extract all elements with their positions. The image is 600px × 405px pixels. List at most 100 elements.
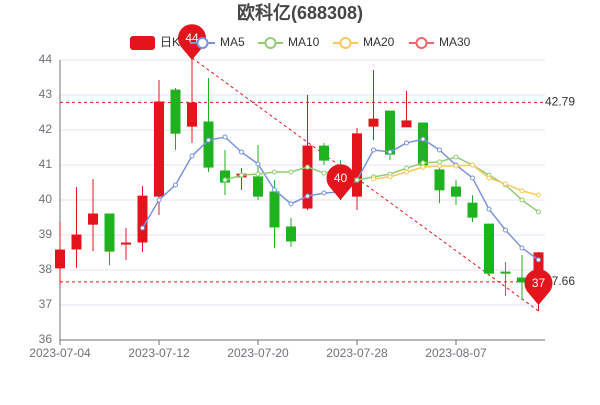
candle-body — [286, 226, 296, 242]
candle-body — [170, 89, 181, 134]
ma-point — [371, 147, 376, 153]
reference-label: 42.79 — [545, 95, 575, 109]
candle-body — [55, 249, 65, 269]
ma-point — [437, 159, 442, 165]
ma-point — [321, 190, 327, 196]
candle-body — [104, 213, 115, 252]
ma-point — [387, 174, 393, 180]
ma-point — [354, 177, 360, 183]
ma-point — [536, 209, 541, 215]
legend-swatch — [415, 37, 428, 49]
y-tick-label: 36 — [39, 332, 53, 346]
candle-body — [137, 195, 148, 243]
y-tick-label: 41 — [39, 157, 53, 171]
ma-point — [453, 154, 459, 160]
ma-point — [420, 160, 426, 166]
candle-body — [385, 110, 395, 155]
ma-point — [255, 171, 261, 177]
ma-point — [222, 177, 228, 183]
legend-label: 日K — [160, 35, 180, 49]
ma-point — [437, 147, 442, 153]
pin-label: 40 — [334, 171, 348, 185]
ma-point — [519, 197, 525, 203]
ma-point — [387, 149, 393, 155]
candle-body — [121, 242, 131, 245]
ma-point — [404, 169, 409, 175]
legend-swatch — [339, 37, 352, 49]
candle-body — [88, 213, 98, 225]
legend-swatch — [196, 37, 209, 49]
ma-point — [173, 182, 178, 188]
candle-body — [71, 234, 82, 250]
ma-point — [536, 192, 541, 198]
ma-point — [420, 164, 426, 170]
pin-label: 44 — [185, 31, 199, 45]
candle-body — [484, 223, 494, 274]
ma-point — [437, 163, 442, 169]
ma-point — [503, 227, 508, 233]
x-tick-label: 2023-07-28 — [326, 346, 388, 360]
ma-point — [536, 257, 541, 263]
chart-title: 欧科亿(688308) — [237, 2, 363, 23]
ma-point — [189, 153, 195, 159]
ma-point — [404, 140, 409, 146]
ma-line — [224, 156, 539, 213]
ma-point — [222, 134, 228, 140]
candle-body — [500, 271, 511, 274]
ma-point — [239, 172, 244, 178]
ma-point — [272, 187, 277, 193]
candle-body — [269, 191, 280, 228]
ma-point — [453, 163, 459, 169]
ma-point — [305, 193, 310, 199]
legend-label: MA10 — [288, 35, 320, 49]
ma-point — [321, 170, 327, 176]
legend-label: MA5 — [220, 35, 245, 49]
candle-body — [302, 145, 313, 209]
ma-point — [239, 149, 244, 155]
candle-body — [434, 169, 445, 191]
y-tick-label: 39 — [39, 227, 53, 241]
ma-point — [305, 164, 310, 170]
y-tick-label: 40 — [39, 192, 53, 206]
y-tick-label: 43 — [39, 87, 53, 101]
pin-marker — [524, 269, 553, 305]
ma-point — [470, 162, 475, 168]
legend-label: MA20 — [363, 35, 395, 49]
x-tick-label: 2023-07-12 — [128, 346, 190, 360]
ma-point — [288, 201, 294, 207]
ma-point — [140, 225, 145, 231]
x-tick-label: 2023-07-04 — [29, 346, 91, 360]
candle-body — [187, 102, 197, 127]
ma-point — [288, 169, 294, 175]
candle-body — [203, 121, 214, 168]
pin-label: 37 — [532, 276, 546, 290]
ma-point — [156, 197, 162, 203]
candle-body — [467, 202, 478, 218]
pin-marker — [326, 164, 355, 200]
candle-body — [154, 101, 164, 197]
candle-body — [253, 176, 263, 197]
legend-swatch — [130, 36, 155, 50]
ma-point — [206, 137, 211, 143]
ma-point — [272, 169, 277, 175]
candle-body — [401, 120, 412, 128]
ma-point — [519, 188, 525, 194]
candle-body — [319, 145, 329, 161]
ma-point — [420, 136, 426, 142]
legend-swatch — [264, 37, 277, 49]
y-tick-label: 37 — [39, 297, 53, 311]
x-tick-label: 2023-08-07 — [425, 346, 487, 360]
y-tick-label: 38 — [39, 262, 53, 276]
ma-point — [371, 176, 376, 182]
ma-point — [503, 181, 508, 187]
y-tick-label: 44 — [39, 52, 53, 66]
candle-body — [418, 122, 428, 166]
candle-body — [451, 186, 461, 197]
ma-point — [519, 245, 525, 251]
legend-label: MA30 — [439, 35, 471, 49]
ma-point — [486, 175, 492, 181]
ma-point — [486, 206, 492, 212]
candle-body — [352, 133, 362, 197]
ma-point — [255, 161, 261, 167]
